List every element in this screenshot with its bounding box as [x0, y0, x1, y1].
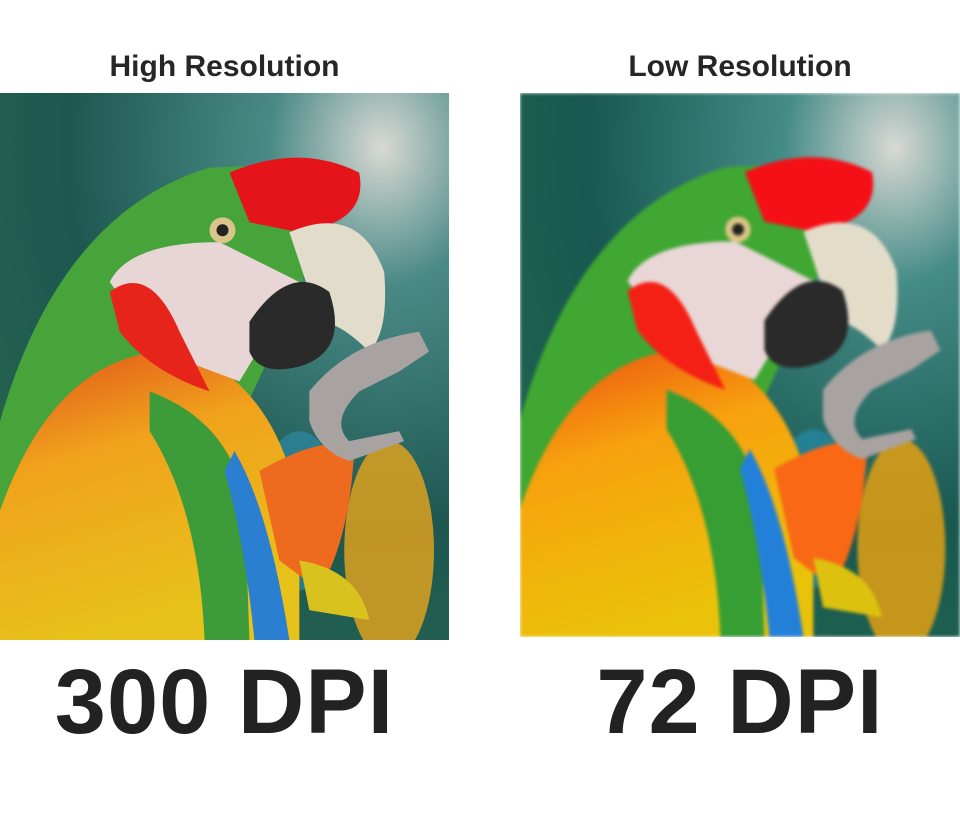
low-resolution-dpi-label: 72 DPI [596, 651, 884, 753]
low-resolution-title: Low Resolution [628, 50, 852, 83]
high-resolution-title: High Resolution [109, 50, 340, 83]
low-resolution-parrot-photo [520, 93, 960, 637]
high-resolution-dpi-label: 300 DPI [54, 651, 395, 753]
high-resolution-parrot-photo [0, 93, 449, 640]
